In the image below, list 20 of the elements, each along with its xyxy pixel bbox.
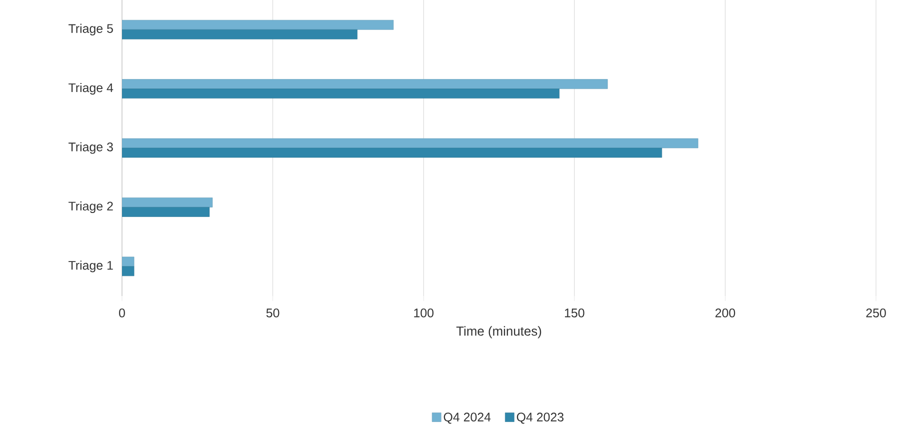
x-tick-label: 100 [414, 308, 434, 318]
y-tick-label: Triage 4 [68, 82, 114, 95]
x-tick-label: 50 [266, 308, 280, 318]
y-tick-label: Triage 2 [68, 201, 113, 214]
legend-label: Q4 2024 [444, 412, 491, 424]
y-tick-label: Triage 5 [68, 24, 113, 36]
bar [122, 29, 358, 40]
x-tick-label: 0 [119, 308, 125, 318]
bar [122, 88, 560, 98]
legend-label: Q4 2023 [516, 412, 564, 424]
x-tick-label: 200 [715, 308, 736, 318]
bar [122, 20, 394, 30]
x-tick-label: 150 [564, 308, 584, 318]
x-axis-title: Time (minutes) [456, 326, 542, 338]
y-tick-label: Triage 3 [68, 142, 113, 154]
bar [122, 207, 210, 217]
y-tick-label: Triage 1 [68, 260, 113, 272]
bar [122, 198, 213, 208]
x-tick-label: 250 [866, 308, 886, 318]
bar [122, 79, 608, 89]
